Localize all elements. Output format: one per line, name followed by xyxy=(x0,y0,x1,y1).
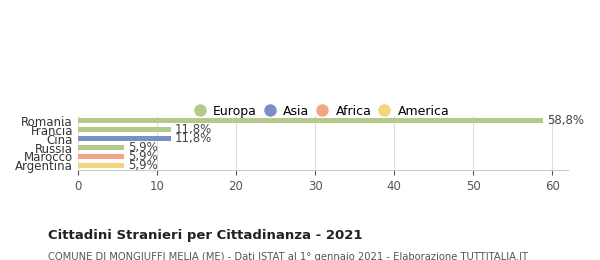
Text: 11,8%: 11,8% xyxy=(175,132,212,145)
Text: 58,8%: 58,8% xyxy=(547,114,584,127)
Text: 5,9%: 5,9% xyxy=(128,141,158,154)
Bar xyxy=(78,154,124,159)
Bar xyxy=(78,119,543,123)
Text: Cittadini Stranieri per Cittadinanza - 2021: Cittadini Stranieri per Cittadinanza - 2… xyxy=(48,229,362,242)
Text: 5,9%: 5,9% xyxy=(128,150,158,163)
Bar xyxy=(78,145,124,150)
Bar xyxy=(78,163,124,168)
Text: COMUNE DI MONGIUFFI MELIA (ME) - Dati ISTAT al 1° gennaio 2021 - Elaborazione TU: COMUNE DI MONGIUFFI MELIA (ME) - Dati IS… xyxy=(48,252,528,260)
Legend: Europa, Asia, Africa, America: Europa, Asia, Africa, America xyxy=(193,102,453,122)
Text: 11,8%: 11,8% xyxy=(175,123,212,136)
Bar xyxy=(78,136,171,141)
Text: 5,9%: 5,9% xyxy=(128,159,158,172)
Bar xyxy=(78,127,171,132)
